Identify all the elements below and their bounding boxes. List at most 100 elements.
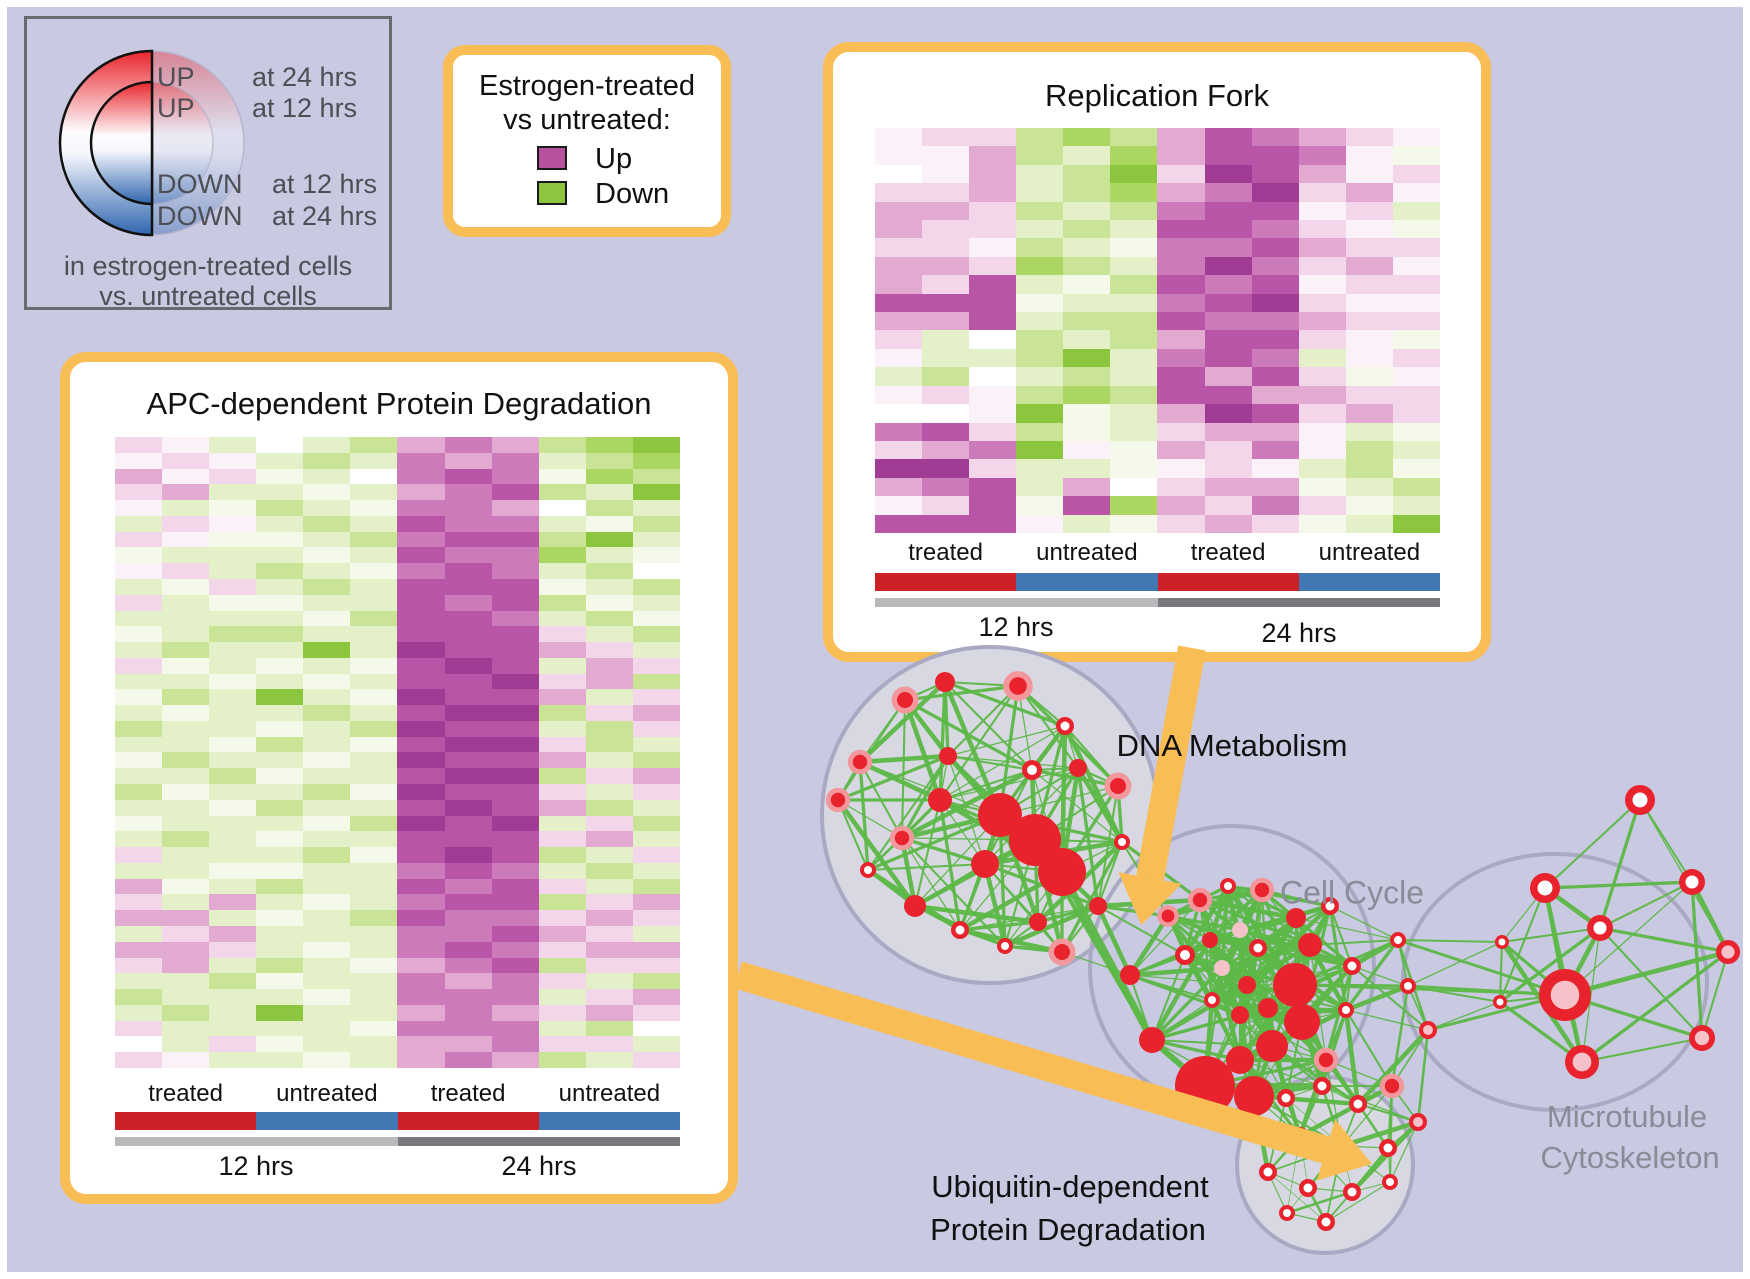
heatmap-cell bbox=[256, 484, 304, 501]
heatmap-cell bbox=[115, 862, 163, 879]
estrogen-legend-items: Up Down bbox=[453, 141, 721, 211]
heatmap-cell bbox=[444, 578, 492, 595]
heatmap-cell bbox=[256, 1004, 304, 1021]
heatmap-cell bbox=[632, 673, 680, 690]
heatmap-cell bbox=[397, 626, 445, 643]
heatmap-cell bbox=[1110, 385, 1158, 405]
heatmap-cell bbox=[1345, 128, 1393, 147]
heatmap-cell bbox=[875, 275, 923, 294]
heatmap-cell bbox=[444, 989, 492, 1005]
heatmap-cell bbox=[303, 989, 351, 1005]
heatmap-cell bbox=[115, 468, 163, 485]
heatmap-cell bbox=[162, 973, 210, 990]
heatmap-cell bbox=[256, 500, 304, 516]
heatmap-cell bbox=[303, 468, 351, 485]
heatmap-cell bbox=[969, 477, 1017, 497]
heatmap-cell bbox=[397, 894, 445, 911]
heatmap-cell bbox=[1157, 385, 1205, 405]
heatmap-cell bbox=[1157, 514, 1205, 533]
heatmap-cell bbox=[209, 705, 257, 721]
heatmap-cell bbox=[256, 831, 304, 848]
heatmap-cell bbox=[1016, 514, 1064, 533]
heatmap-cell bbox=[162, 941, 210, 958]
heatmap-cell bbox=[303, 437, 351, 453]
heatmap-cell bbox=[491, 910, 539, 927]
condition-label: treated bbox=[1190, 539, 1266, 566]
heatmap-cell bbox=[303, 957, 351, 974]
time-label: at 12 hrs bbox=[252, 93, 358, 123]
heatmap-cell bbox=[162, 862, 210, 879]
heatmap-cell bbox=[1110, 440, 1158, 460]
heatmap-cell bbox=[397, 705, 445, 721]
heatmap-cell bbox=[350, 1004, 398, 1021]
up-color-swatch bbox=[537, 146, 567, 170]
heatmap-cell bbox=[1251, 256, 1299, 276]
heatmap-cell bbox=[303, 547, 351, 564]
heatmap-cell bbox=[444, 799, 492, 816]
heatmap-cell bbox=[1204, 330, 1252, 349]
heatmap-cell bbox=[303, 484, 351, 501]
heatmap-cell bbox=[1298, 477, 1346, 497]
heatmap-cell bbox=[632, 578, 680, 595]
heatmap-cell bbox=[209, 1036, 257, 1053]
heatmap-cell bbox=[875, 293, 923, 313]
heatmap-cell bbox=[1063, 348, 1111, 368]
heatmap-cell bbox=[209, 642, 257, 658]
heatmap-cell bbox=[444, 500, 492, 516]
heatmap-cell bbox=[922, 477, 970, 497]
heatmap-cell bbox=[538, 815, 586, 832]
heatmap-cell bbox=[632, 926, 680, 942]
heatmap-cell bbox=[1110, 477, 1158, 497]
heatmap-cell bbox=[1110, 238, 1158, 257]
heatmap-cell bbox=[115, 531, 163, 548]
heatmap-cell bbox=[491, 547, 539, 564]
heatmap-cell bbox=[585, 941, 633, 958]
heatmap-cell bbox=[1251, 514, 1299, 533]
heatmap-cell bbox=[922, 440, 970, 460]
heatmap-cell bbox=[875, 404, 923, 423]
heatmap-cell bbox=[585, 515, 633, 532]
heatmap-cell bbox=[585, 815, 633, 832]
heatmap-cell bbox=[1110, 256, 1158, 276]
heatmap-cell bbox=[1016, 440, 1064, 460]
heatmap-cell bbox=[256, 736, 304, 753]
heatmap-cell bbox=[1063, 275, 1111, 294]
heatmap-cell bbox=[1157, 275, 1205, 294]
heatmap-cell bbox=[632, 1036, 680, 1053]
heatmap-cell bbox=[115, 910, 163, 927]
heatmap-cell bbox=[538, 689, 586, 706]
heatmap-cell bbox=[350, 563, 398, 579]
heatmap-cell bbox=[491, 973, 539, 990]
updown-circles-graphic bbox=[58, 49, 245, 237]
heatmap-cell bbox=[256, 689, 304, 706]
heatmap-cell bbox=[209, 452, 257, 469]
heatmap-cell bbox=[256, 768, 304, 785]
heatmap-cell bbox=[1110, 330, 1158, 349]
legend-item-up: Up bbox=[453, 141, 721, 176]
heatmap-cell bbox=[585, 894, 633, 911]
heatmap-cell bbox=[115, 926, 163, 942]
heatmap-cell bbox=[922, 385, 970, 405]
heatmap-cell bbox=[632, 531, 680, 548]
heatmap-cell bbox=[350, 657, 398, 674]
heatmap-cell bbox=[209, 847, 257, 863]
heatmap-cell bbox=[922, 496, 970, 515]
heatmap-cell bbox=[1063, 183, 1111, 202]
heatmap-cell bbox=[350, 1052, 398, 1068]
heatmap-cell bbox=[350, 815, 398, 832]
heatmap-cell bbox=[303, 926, 351, 942]
heatmap-cell bbox=[350, 989, 398, 1005]
heatmap-cell bbox=[585, 594, 633, 611]
heatmap-cell bbox=[491, 1052, 539, 1068]
heatmap-cell bbox=[1063, 128, 1111, 147]
updown-legend-box: UP at 24 hrs UP at 12 hrs DOWN at 12 hrs… bbox=[24, 16, 392, 311]
heatmap-cell bbox=[585, 657, 633, 674]
heatmap-cell bbox=[1251, 201, 1299, 221]
heatmap-cell bbox=[1110, 183, 1158, 202]
heatmap-cell bbox=[256, 894, 304, 911]
heatmap-cell bbox=[397, 784, 445, 800]
heatmap-cell bbox=[350, 547, 398, 564]
heatmap-cell bbox=[969, 238, 1017, 257]
heatmap-cell bbox=[1204, 312, 1252, 331]
heatmap-cell bbox=[397, 515, 445, 532]
